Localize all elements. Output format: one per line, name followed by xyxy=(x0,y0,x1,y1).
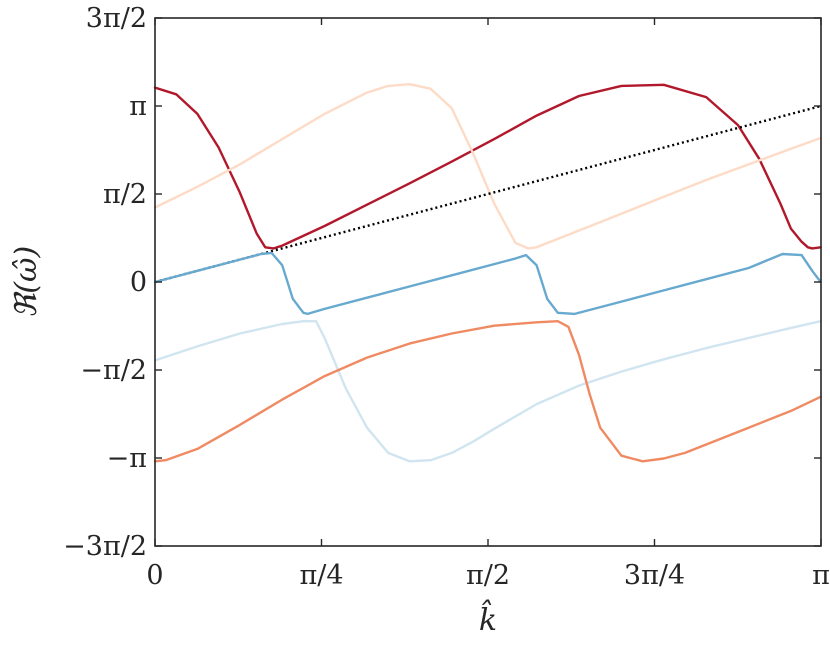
series-line-5 xyxy=(153,320,822,463)
y-tick-label-3: −π/2 xyxy=(80,355,147,386)
y-tick-label-1: −3π/2 xyxy=(63,531,147,562)
y-tick-label-2: −π xyxy=(107,443,147,474)
x-axis-label: k̂ xyxy=(479,599,497,638)
y-tick-label-4: 0 xyxy=(130,267,147,298)
series-line-1 xyxy=(153,83,822,250)
tick-layer: 0 π/4 π/2 3π/4 π −3π/2 −π −π/2 0 π/2 π 3π/2 xyxy=(63,3,830,591)
y-axis-label: ℜ(ω̂) xyxy=(9,246,44,318)
plot-background xyxy=(155,18,821,546)
y-tick-label-7: 3π/2 xyxy=(86,3,147,34)
x-tick-label-4: 3π/4 xyxy=(624,560,685,591)
series-layer xyxy=(153,82,822,463)
y-tick-label-6: π xyxy=(129,91,147,122)
x-tick-label-1: 0 xyxy=(146,560,163,591)
x-tick-label-3: π/2 xyxy=(466,560,510,591)
x-tick-label-2: π/4 xyxy=(299,560,343,591)
series-line-4 xyxy=(153,251,822,316)
series-line-6 xyxy=(153,320,822,463)
series-line-2 xyxy=(153,82,822,250)
x-tick-label-5: π xyxy=(812,560,830,591)
y-tick-label-5: π/2 xyxy=(103,179,147,210)
